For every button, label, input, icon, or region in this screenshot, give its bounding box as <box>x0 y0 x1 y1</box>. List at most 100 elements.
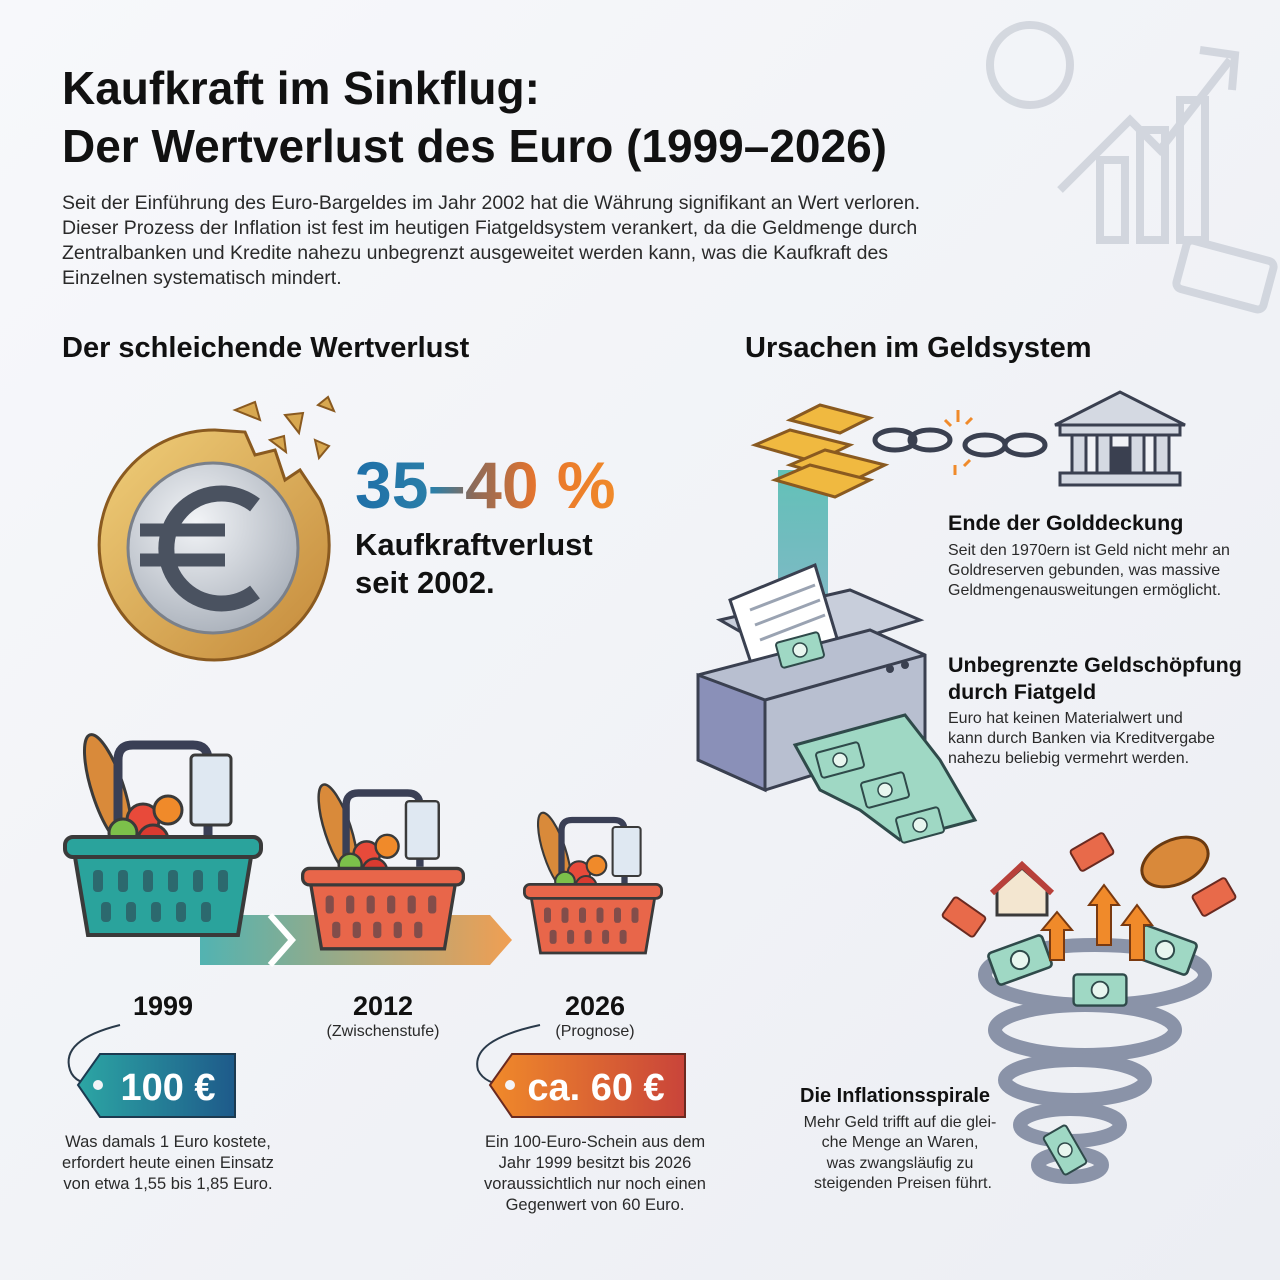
cause-title: Unbegrenzte Geldschöpfung <box>948 653 1242 677</box>
tag-hole <box>505 1080 515 1090</box>
intro-line: Dieser Prozess der Inflation ist fest im… <box>62 217 917 239</box>
intro-line: Einzelnen systematisch mindert. <box>62 267 342 289</box>
illustration-part <box>907 427 953 453</box>
description-line: Ein 100-Euro-Schein aus dem <box>485 1133 705 1151</box>
description-line: von etwa 1,55 bis 1,85 Euro. <box>63 1175 272 1193</box>
illustration-part <box>232 400 262 422</box>
illustration-part <box>749 583 826 642</box>
illustration-part <box>140 523 225 567</box>
section-heading: Der schleichende Wertverlust <box>62 332 470 364</box>
illustration-part <box>232 395 336 461</box>
tag-hole <box>93 1080 103 1090</box>
illustration-part <box>158 485 260 612</box>
description-line: erfordert heute einen Einsatz <box>62 1154 274 1172</box>
illustration-part <box>750 403 890 499</box>
cause-title: durch Fiatgeld <box>948 680 1096 704</box>
cause-title: Die Inflationsspirale <box>800 1085 990 1107</box>
description-line: Was damals 1 Euro kostete, <box>65 1133 271 1151</box>
illustration-part <box>1199 46 1240 91</box>
illustration-part <box>886 665 894 673</box>
illustration-part: (Zwischenstufe) (Prognose) <box>327 1023 635 1040</box>
title-line: Kaufkraft im Sinkflug: <box>62 62 540 114</box>
description-line: voraussichtlich nur noch einen <box>484 1175 706 1193</box>
illustration-part <box>1058 471 1182 487</box>
price-value: ca. 60 € <box>527 1067 664 1109</box>
illustration-part <box>126 461 300 635</box>
illustration-part <box>901 661 909 669</box>
illustration-part <box>1069 832 1115 872</box>
timeline-note: (Zwischenstufe) <box>327 1023 440 1040</box>
illustration-part <box>943 410 974 475</box>
illustration-part <box>1057 57 1234 193</box>
illustration-part <box>316 395 336 413</box>
illustration-part <box>1087 883 1121 946</box>
illustration-part <box>998 1053 1152 1107</box>
stat-label: Kaufkraftverlust <box>355 527 593 562</box>
timeline-note: (Prognose) <box>555 1023 634 1040</box>
timeline-year: 2012 <box>353 991 413 1021</box>
cause-text: was zwangsläufig zu <box>826 1155 974 1172</box>
cause-text: Euro hat keinen Materialwert und <box>948 710 1183 727</box>
price-tag <box>76 1053 236 1118</box>
illustration-part <box>1039 883 1154 961</box>
illustration-part <box>267 434 288 455</box>
cause-text: Goldreserven gebunden, was massive <box>948 562 1220 579</box>
illustration-part <box>1128 433 1146 475</box>
illustration-part <box>696 672 767 793</box>
cause-text: Geldmengenausweitungen ermöglicht. <box>948 582 1221 599</box>
illustration-part <box>1153 433 1171 475</box>
coin-illustration <box>97 395 336 662</box>
title-line: Der Wertverlust des Euro (1999–2026) <box>62 120 887 172</box>
cause-text: steigenden Preisen führt. <box>814 1175 992 1192</box>
illustration-part <box>1096 156 1129 244</box>
price-value: 100 € <box>120 1067 215 1109</box>
timeline-year: 2026 <box>565 991 625 1021</box>
illustration-part <box>1058 423 1182 437</box>
illustration-part <box>770 463 875 499</box>
stat-value: 35–40 % <box>355 448 616 522</box>
illustration-part: Was damals 1 Euro kostete, erfordert heu… <box>62 1133 706 1214</box>
spiral-illustration <box>941 832 1237 1184</box>
illustration-part: Seit den 1970ern ist Geld nicht mehr an … <box>948 542 1230 599</box>
illustration-part <box>313 438 331 461</box>
illustration-part: 1999 2012 2026 <box>133 991 625 1021</box>
cause-text: che Menge an Waren, <box>822 1134 979 1151</box>
cause-text: kann durch Banken via Kreditvergabe <box>948 730 1215 747</box>
illustration-part <box>1039 910 1075 961</box>
description-line: Gegenwert von 60 Euro. <box>506 1196 685 1214</box>
cause-text: Mehr Geld trifft auf die glei- <box>804 1114 997 1131</box>
timeline-year: 1999 <box>133 991 193 1021</box>
intro-line: Zentralbanken und Kredite nahezu unbegre… <box>62 242 888 264</box>
timeline-chevron <box>267 913 296 967</box>
illustration-part <box>1002 432 1048 458</box>
decor-icons <box>986 21 1278 314</box>
illustration-part <box>989 860 1055 896</box>
illustration-part: Mehr Geld trifft auf die glei- che Menge… <box>804 1114 997 1192</box>
illustration-part <box>1191 877 1237 917</box>
price-tag <box>488 1053 686 1118</box>
illustration-part <box>785 403 875 435</box>
illustration-part <box>1172 236 1278 314</box>
illustration-part <box>943 410 974 475</box>
illustration-part <box>872 427 918 453</box>
illustration-part <box>764 653 926 702</box>
illustration-part <box>1072 973 1128 1007</box>
illustration-part <box>941 832 1237 938</box>
stat-label: seit 2002. <box>355 565 495 600</box>
illustration-part <box>283 411 305 436</box>
illustration-part <box>1140 835 1210 889</box>
illustration-part <box>1095 433 1113 475</box>
printer-illustration <box>696 562 978 845</box>
cause-text: Seit den 1970ern ist Geld nicht mehr an <box>948 542 1230 559</box>
cause-text: nahezu beliebig vermehrt werden. <box>948 750 1189 767</box>
cause-title: Ende der Golddeckung <box>948 511 1183 535</box>
section-heading: Ursachen im Geldsystem <box>745 332 1092 364</box>
illustration-part <box>1110 446 1130 475</box>
illustration-part <box>1136 126 1169 244</box>
illustration-part <box>986 21 1074 109</box>
intro-line: Seit der Einführung des Euro-Bargeldes i… <box>62 192 920 214</box>
intro: Seit der Einführung des Euro-Bargeldes i… <box>62 192 920 289</box>
illustration-part <box>1120 903 1154 961</box>
